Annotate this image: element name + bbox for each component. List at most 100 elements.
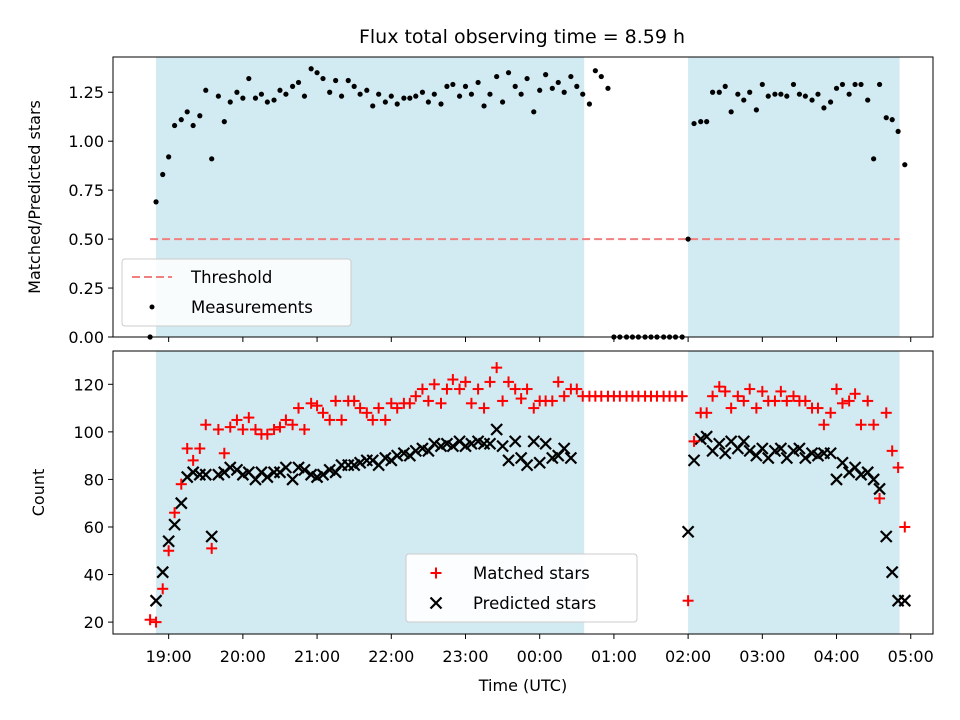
matched-star-point xyxy=(144,614,156,626)
measurement-point xyxy=(753,107,759,113)
measurement-point xyxy=(333,77,339,84)
measurement-point xyxy=(295,79,302,86)
measurement-point xyxy=(264,99,270,105)
predicted-star-stroke xyxy=(465,437,478,451)
matched-star-point xyxy=(181,443,193,455)
measurement-point xyxy=(171,122,178,129)
matched-star-point xyxy=(701,407,713,419)
measurement-point xyxy=(759,81,765,88)
top-axes-frame xyxy=(112,56,934,338)
top-panel: 0.00 0.25 0.50 0.75 1.00 1.25 Matched/Predict… xyxy=(25,56,934,347)
matched-star-point xyxy=(515,393,527,405)
measurement-point xyxy=(691,120,697,127)
measurement-point xyxy=(741,97,747,103)
predicted-star-stroke xyxy=(353,456,367,470)
predicted-star-point xyxy=(298,463,311,477)
predicted-star-stroke xyxy=(527,435,541,448)
predicted-star-point xyxy=(713,437,726,451)
measurement-point xyxy=(698,119,704,125)
bottom-y-axis-label: Count xyxy=(29,469,48,517)
matched-star-point xyxy=(268,423,280,435)
predicted-star-point xyxy=(743,444,756,458)
bottom-y-tick-label: 80 xyxy=(84,470,104,489)
matched-star-point xyxy=(175,478,187,490)
bottom-y-tick-label: 60 xyxy=(84,518,104,537)
measurement-point xyxy=(809,97,815,103)
matched-star-point xyxy=(361,407,373,419)
top-y-axis-label: Matched/Predicted stars xyxy=(25,100,44,294)
predicted-star-point xyxy=(539,437,552,451)
measurement-point xyxy=(865,97,871,103)
matched-star-point xyxy=(274,421,286,433)
measurement-point xyxy=(160,171,166,178)
predicted-star-stroke xyxy=(830,473,843,486)
bottom-shaded-intervals xyxy=(156,351,900,634)
matched-stars-legend-label: Matched stars xyxy=(473,564,590,583)
measurement-point xyxy=(605,85,611,91)
measurement-point xyxy=(876,81,883,88)
matched-star-point xyxy=(775,385,787,397)
matched-star-point xyxy=(472,383,484,395)
matched-star-point xyxy=(849,388,861,400)
predicted-star-stroke xyxy=(861,466,874,479)
measurement-point xyxy=(561,89,567,95)
measurement-point xyxy=(289,83,296,89)
measurement-point xyxy=(357,91,363,97)
measurement-point xyxy=(710,89,716,95)
bottom-legend-box xyxy=(405,553,638,623)
predicted-star-stroke xyxy=(737,435,751,448)
predicted-star-point xyxy=(700,430,713,443)
measurement-point xyxy=(598,73,604,80)
bottom-y-ticks: 20 40 60 80 100 120 xyxy=(73,375,113,632)
predicted-star-stroke xyxy=(174,496,188,510)
predicted-star-stroke xyxy=(718,446,732,460)
predicted-legend-stroke xyxy=(429,596,443,610)
measurement-point xyxy=(852,81,858,88)
measurement-point xyxy=(320,75,326,82)
predicted-star-stroke xyxy=(885,565,899,579)
matched-star-point xyxy=(732,390,744,402)
matched-star-point xyxy=(280,414,292,426)
measurement-point xyxy=(190,122,196,129)
predicted-star-stroke xyxy=(390,449,404,462)
measurement-point xyxy=(543,72,549,78)
measurement-point xyxy=(197,113,203,119)
matched-star-point xyxy=(441,383,453,395)
matched-star-point xyxy=(497,395,509,407)
predicted-star-stroke xyxy=(286,473,299,486)
matched-star-point xyxy=(756,385,768,397)
matched-star-point xyxy=(447,374,459,386)
predicted-star-point xyxy=(390,449,404,462)
matched-star-point xyxy=(528,402,540,414)
matched-star-point xyxy=(855,419,867,431)
measurement-point xyxy=(846,91,852,97)
predicted-star-stroke xyxy=(799,451,812,465)
matched-star-point xyxy=(249,423,261,435)
chart-title: Flux total observing time = 8.59 h xyxy=(359,26,685,48)
matched-star-point xyxy=(484,376,496,388)
top-y-tick-label: 0.50 xyxy=(68,230,104,249)
matched-star-point xyxy=(336,414,348,426)
measurement-point xyxy=(568,73,574,80)
top-y-tick-label: 0.00 xyxy=(68,328,104,347)
x-tick-label: 22:00 xyxy=(368,647,414,666)
matched-star-point xyxy=(416,383,428,395)
measurement-point xyxy=(827,99,834,105)
measurement-point xyxy=(468,91,475,97)
matched-star-point xyxy=(428,378,440,390)
predicted-star-point xyxy=(681,525,695,539)
predicted-star-point xyxy=(885,565,899,579)
predicted-star-stroke xyxy=(496,439,509,453)
matched-star-point xyxy=(886,445,898,457)
predicted-star-stroke xyxy=(316,468,330,481)
measurement-point xyxy=(895,128,901,135)
measurement-point xyxy=(592,68,598,74)
predicted-star-stroke xyxy=(564,451,578,465)
x-tick-label: 23:00 xyxy=(442,647,488,666)
measurement-point xyxy=(401,95,407,101)
matched-star-point xyxy=(157,583,169,595)
predicted-star-stroke xyxy=(298,463,311,477)
predicted-star-stroke xyxy=(824,446,837,460)
predicted-star-point xyxy=(483,437,497,451)
predicted-star-stroke xyxy=(713,437,726,451)
